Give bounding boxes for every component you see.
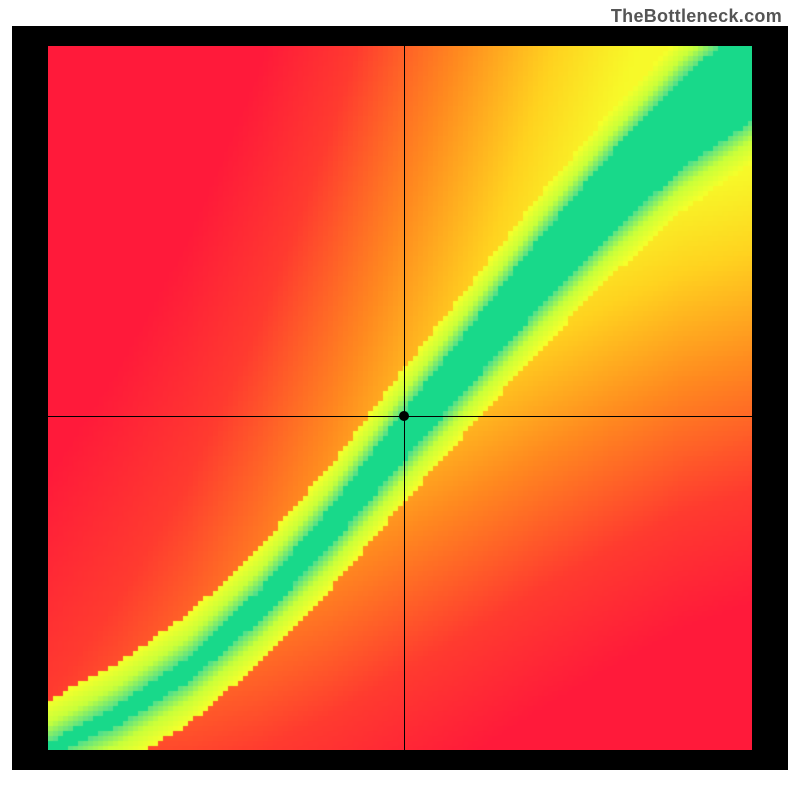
watermark-text: TheBottleneck.com (611, 6, 782, 27)
chart-outer-frame (12, 26, 788, 770)
chart-container: TheBottleneck.com (0, 0, 800, 800)
crosshair-vertical (404, 46, 405, 750)
chart-plot-area (48, 46, 752, 750)
focus-point (399, 411, 409, 421)
heatmap-canvas (48, 46, 752, 750)
